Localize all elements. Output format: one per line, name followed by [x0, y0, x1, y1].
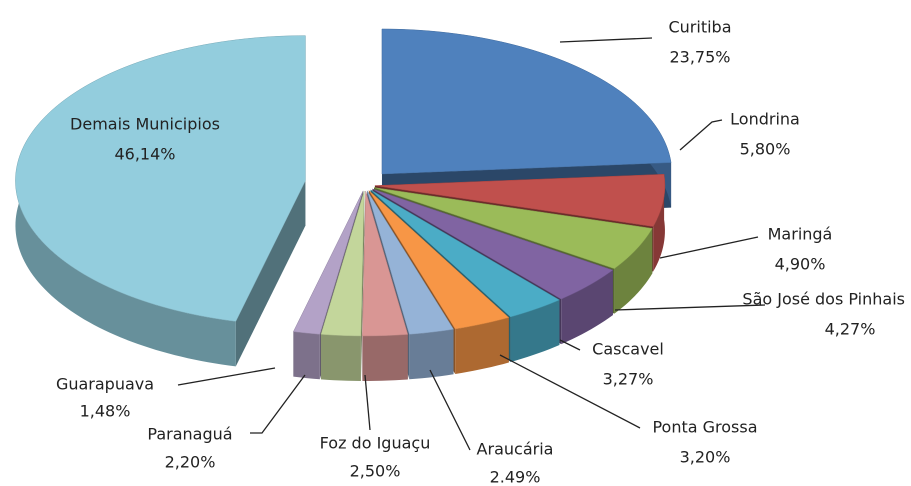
leader-line — [250, 374, 306, 434]
slice-top — [370, 189, 561, 318]
leader-line — [679, 119, 723, 151]
value-label: 5,80% — [740, 140, 791, 159]
slice-top — [381, 28, 672, 175]
leader-line — [499, 354, 641, 429]
leader-line — [177, 367, 276, 386]
slice — [15, 35, 306, 367]
value-label: 3,20% — [680, 448, 731, 467]
value-label: 4,90% — [775, 255, 826, 274]
slice-top — [368, 190, 510, 330]
value-label: 23,75% — [669, 48, 730, 67]
slice-wall — [653, 174, 665, 272]
slice-top — [372, 188, 614, 300]
leader-line — [429, 369, 471, 451]
slice-label: Paranaguá — [147, 425, 232, 444]
value-label: 2.49% — [490, 468, 541, 486]
value-label: 2,50% — [350, 462, 401, 481]
value-label: 46,14% — [114, 145, 175, 164]
slice-label: Demais Municipios — [70, 115, 220, 134]
slice-side — [235, 180, 306, 367]
slice-label: Ponta Grossa — [652, 418, 757, 437]
slice — [320, 190, 365, 381]
leader-line — [614, 304, 766, 311]
slice-label: Guarapuava — [56, 375, 154, 394]
slice-wall — [409, 329, 454, 380]
slice-wall — [362, 334, 408, 381]
slice-top — [320, 190, 365, 337]
leader-line — [559, 37, 653, 43]
leader-line — [364, 374, 371, 431]
value-label: 2,20% — [165, 453, 216, 472]
value-label: 4,27% — [825, 320, 876, 339]
slice-wall — [320, 334, 361, 381]
slice-top — [15, 35, 306, 322]
slice-label: São José dos Pinhais — [742, 290, 905, 309]
slice-wall — [510, 300, 560, 362]
slice-label: Maringá — [768, 225, 833, 244]
slice-wall — [293, 331, 320, 380]
slice-wall — [561, 270, 613, 345]
slice-top — [293, 190, 364, 335]
value-label: 1,48% — [80, 402, 131, 421]
slice-label: Curitiba — [668, 18, 731, 37]
leader-line — [659, 236, 759, 259]
slice-top — [373, 187, 653, 269]
slice-top — [374, 173, 666, 227]
slice-top — [366, 190, 454, 335]
slice — [362, 190, 409, 381]
slice-label: Cascavel — [592, 340, 664, 359]
slice-label: Londrina — [730, 110, 800, 129]
slice-label: Araucária — [477, 440, 554, 459]
value-label: 3,27% — [603, 370, 654, 389]
slice-wall — [614, 228, 653, 314]
slice-label: Foz do Iguaçu — [320, 434, 431, 453]
slice-top — [362, 190, 409, 337]
leader-line — [559, 339, 581, 351]
slice-wall — [455, 317, 509, 374]
